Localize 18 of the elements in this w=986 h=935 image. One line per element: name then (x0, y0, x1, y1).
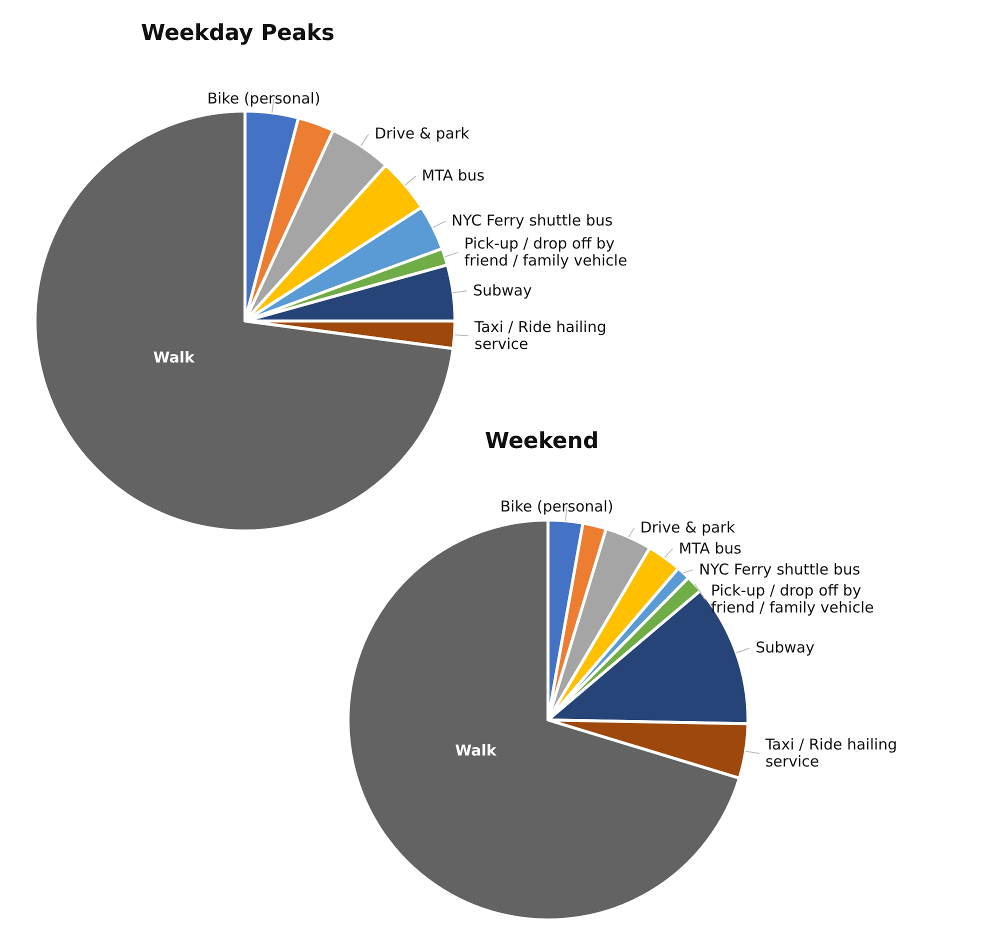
slice-label: MTA bus (422, 166, 485, 185)
slice-label: NYC Ferry shuttle bus (452, 212, 613, 230)
slice-label: Bike (personal) (500, 497, 614, 516)
chart-title: Weekend (485, 429, 599, 454)
chart-title: Weekday Peaks (141, 21, 334, 46)
slice-label: Walk (455, 742, 498, 760)
slice-label: Subway (756, 638, 815, 657)
slice-label: MTA bus (678, 539, 742, 558)
slice-label: Walk (153, 348, 196, 367)
slice-label: NYC Ferry shuttle bus (699, 560, 860, 578)
slice-label: Pick-up / drop off by friend / family vehicle (710, 581, 874, 616)
slice-label: Pick-up / drop off by friend / family vehicle (464, 234, 628, 270)
slice-label: Taxi / Ride hailing service (764, 735, 898, 770)
slice-label: Bike (personal) (207, 89, 320, 108)
slice-label: Drive & park (640, 518, 736, 536)
slice-label: Taxi / Ride hailing service (474, 318, 606, 353)
slice-label: Drive & park (374, 124, 470, 143)
slice-label: Subway (472, 281, 532, 300)
